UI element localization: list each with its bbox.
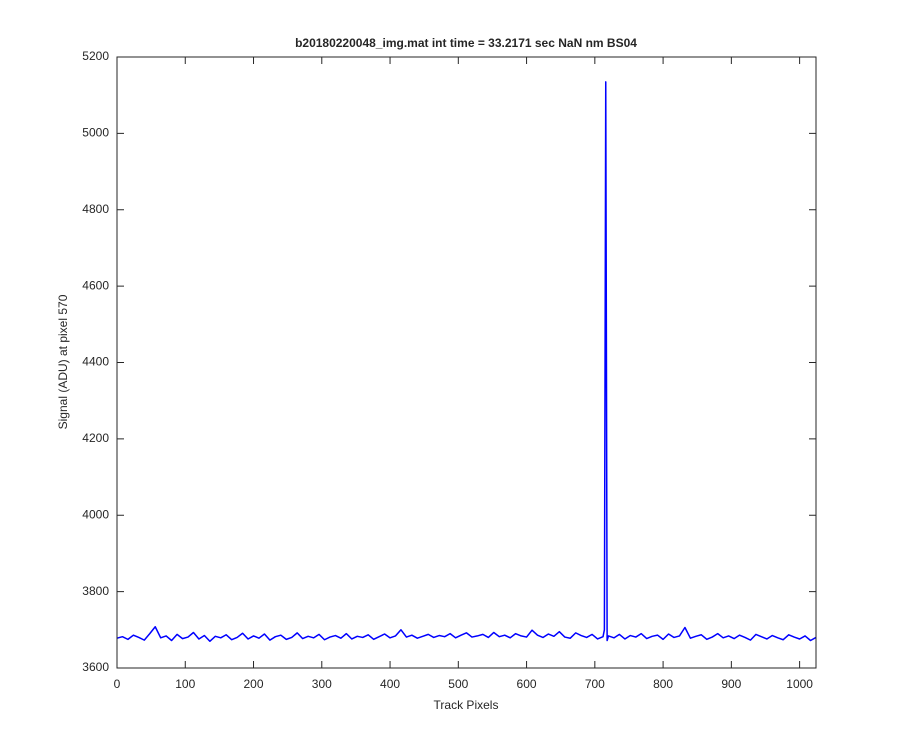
- y-tick-label: 3600: [82, 660, 109, 674]
- x-tick-label: 400: [380, 677, 400, 691]
- x-tick-label: 1000: [786, 677, 813, 691]
- y-tick-label: 4400: [82, 355, 109, 369]
- x-tick-label: 200: [244, 677, 264, 691]
- x-axis-label: Track Pixels: [434, 698, 499, 712]
- y-axis-label: Signal (ADU) at pixel 570: [56, 294, 70, 429]
- y-tick-label: 5200: [82, 49, 109, 63]
- y-tick-label: 4000: [82, 507, 109, 521]
- plot-area: [117, 57, 816, 668]
- x-tick-label: 700: [585, 677, 605, 691]
- axes-box: [116, 56, 817, 669]
- data-line: [116, 81, 817, 643]
- x-tick-label: 900: [721, 677, 741, 691]
- x-tick-label: 100: [175, 677, 195, 691]
- x-tick-label: 800: [653, 677, 673, 691]
- x-tick-label: 0: [114, 677, 121, 691]
- chart-title: b20180220048_img.mat int time = 33.2171 …: [295, 36, 637, 50]
- y-tick-label: 4200: [82, 431, 109, 445]
- x-tick-label: 600: [517, 677, 537, 691]
- y-tick-label: 4600: [82, 278, 109, 292]
- y-tick-label: 4800: [82, 202, 109, 216]
- x-tick-label: 300: [312, 677, 332, 691]
- y-tick-label: 3800: [82, 584, 109, 598]
- y-tick-label: 5000: [82, 126, 109, 140]
- x-tick-label: 500: [448, 677, 468, 691]
